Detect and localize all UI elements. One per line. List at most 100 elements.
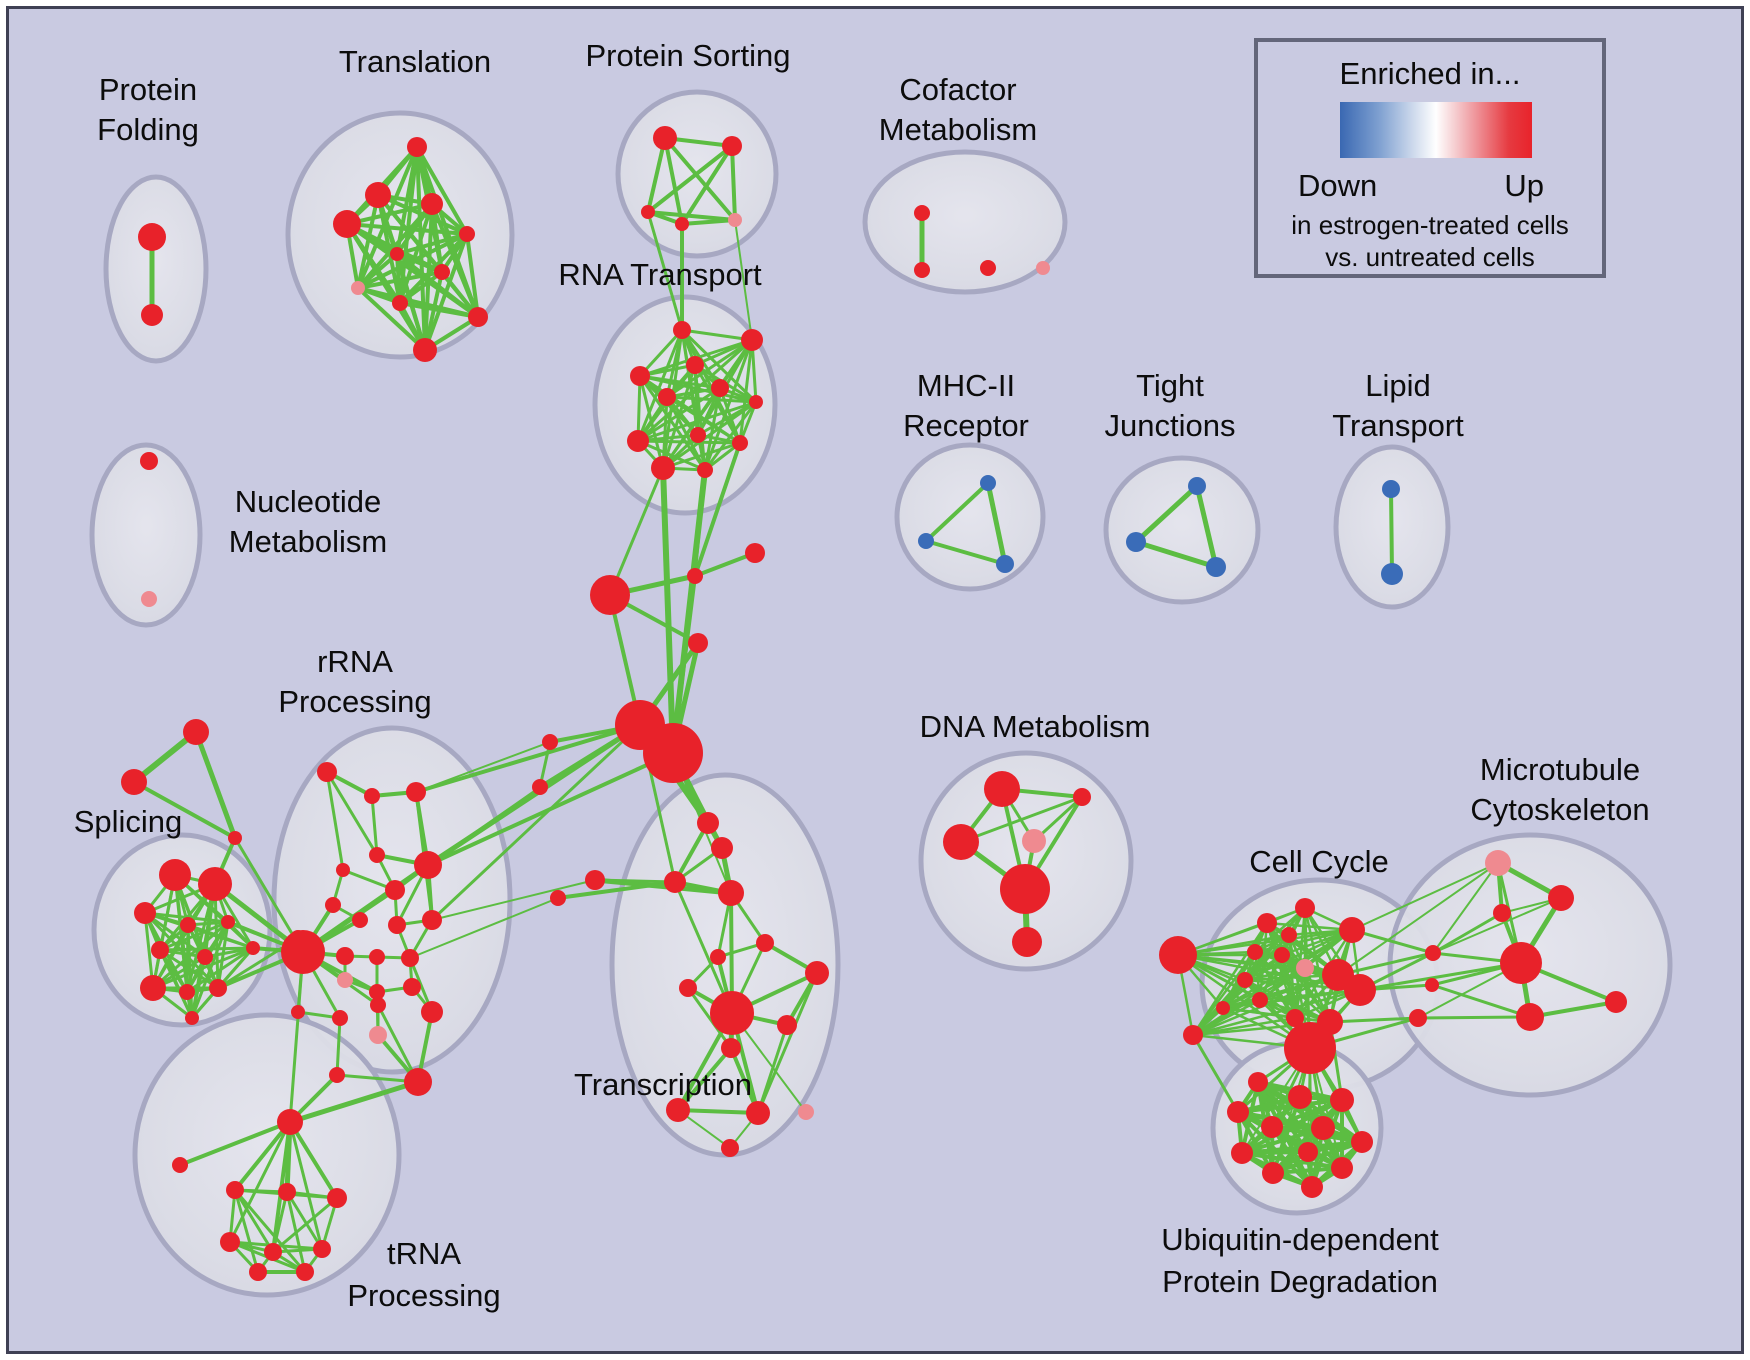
gene-set-node-cc-0[interactable] [1159,936,1197,974]
gene-set-node-ub-10[interactable] [1331,1157,1353,1179]
gene-set-node-cc-9[interactable] [1344,974,1376,1006]
gene-set-node-tx-12[interactable] [746,1101,770,1125]
gene-set-node-cf-2[interactable] [980,260,996,276]
gene-set-node-ub-7[interactable] [1231,1142,1253,1164]
gene-set-node-rt-4[interactable] [658,388,676,406]
gene-set-node-rr-16[interactable] [337,972,353,988]
gene-set-node-rr-10[interactable] [422,910,442,930]
gene-set-node-ps-3[interactable] [675,217,689,231]
gene-set-node-tr-6[interactable] [434,264,450,280]
gene-set-node-mc-6[interactable] [1425,945,1441,961]
gene-set-node-tr-2[interactable] [333,210,361,238]
gene-set-node-rr-19[interactable] [332,1010,348,1026]
gene-set-node-ps-4[interactable] [728,213,742,227]
gene-set-node-dm-3[interactable] [1022,829,1046,853]
gene-set-node-sp-2[interactable] [134,902,156,924]
gene-set-node-rr-2[interactable] [406,782,426,802]
gene-set-node-dm-4[interactable] [1000,864,1050,914]
gene-set-node-cf-3[interactable] [1036,261,1050,275]
gene-set-node-rt-0[interactable] [673,321,691,339]
gene-set-node-tn-7[interactable] [313,1240,331,1258]
gene-set-node-rt-6[interactable] [749,395,763,409]
gene-set-node-cn-1[interactable] [121,769,147,795]
gene-set-node-mc-8[interactable] [1409,1009,1427,1027]
gene-set-node-tx-13[interactable] [798,1104,814,1120]
gene-set-node-cc-2[interactable] [1257,913,1277,933]
gene-set-node-rt-2[interactable] [630,366,650,386]
gene-set-node-ub-1[interactable] [1288,1085,1312,1109]
gene-set-node-tj-2[interactable] [1206,557,1226,577]
gene-set-node-rr-4[interactable] [336,863,350,877]
gene-set-node-ub-9[interactable] [1298,1142,1318,1162]
gene-set-node-tx-5[interactable] [710,949,726,965]
gene-set-node-mc-5[interactable] [1605,991,1627,1013]
gene-set-node-tx-3[interactable] [718,880,744,906]
gene-set-node-sp-11[interactable] [185,1011,199,1025]
gene-set-node-tx-4[interactable] [756,934,774,952]
gene-set-node-rr-23[interactable] [329,1067,345,1083]
gene-set-node-tn-6[interactable] [264,1243,282,1261]
gene-set-node-tn-1[interactable] [172,1157,188,1173]
gene-set-node-tn-3[interactable] [278,1183,296,1201]
gene-set-node-nm-1[interactable] [141,591,157,607]
gene-set-node-cn-5[interactable] [745,543,765,563]
gene-set-node-rt-7[interactable] [627,430,649,452]
gene-set-node-cc-10[interactable] [1237,972,1253,988]
gene-set-node-tr-0[interactable] [407,137,427,157]
gene-set-node-sp-4[interactable] [221,915,235,929]
gene-set-node-rr-0[interactable] [317,762,337,782]
gene-set-node-cc-7[interactable] [1296,959,1314,977]
gene-set-node-cn-3[interactable] [590,575,630,615]
gene-set-node-rr-25[interactable] [291,1005,305,1019]
gene-set-node-cc-15[interactable] [1284,1022,1336,1074]
gene-set-node-rr-14[interactable] [369,949,385,965]
gene-set-node-cn-4[interactable] [687,568,703,584]
gene-set-node-ub-8[interactable] [1262,1162,1284,1184]
gene-set-node-sp-1[interactable] [198,867,232,901]
gene-set-node-rr-24[interactable] [404,1068,432,1096]
gene-set-node-tj-1[interactable] [1126,532,1146,552]
gene-set-node-rt-8[interactable] [690,427,706,443]
gene-set-node-sp-5[interactable] [151,941,169,959]
gene-set-node-tr-1[interactable] [365,182,391,208]
gene-set-node-dm-5[interactable] [1012,927,1042,957]
gene-set-node-cn-12[interactable] [585,870,605,890]
gene-set-node-tx-2[interactable] [664,871,686,893]
gene-set-node-cc-14[interactable] [1216,1001,1230,1015]
gene-set-node-sp-3[interactable] [180,917,196,933]
gene-set-node-tr-3[interactable] [421,193,443,215]
gene-set-node-cc-11[interactable] [1252,992,1268,1008]
gene-set-node-ub-2[interactable] [1330,1088,1354,1112]
gene-set-node-rr-5[interactable] [414,851,442,879]
gene-set-node-rt-9[interactable] [732,435,748,451]
gene-set-node-tx-0[interactable] [697,812,719,834]
gene-set-node-ub-6[interactable] [1351,1131,1373,1153]
gene-set-node-sp-6[interactable] [197,949,213,965]
gene-set-node-mc-4[interactable] [1516,1003,1544,1031]
gene-set-node-mc-1[interactable] [1548,885,1574,911]
gene-set-node-ub-4[interactable] [1261,1116,1283,1138]
gene-set-node-cc-1[interactable] [1183,1025,1203,1045]
gene-set-node-sp-10[interactable] [209,979,227,997]
gene-set-node-ps-1[interactable] [722,136,742,156]
gene-set-node-cc-3[interactable] [1295,898,1315,918]
gene-set-node-ub-3[interactable] [1227,1101,1249,1123]
gene-set-node-cc-5[interactable] [1247,944,1263,960]
gene-set-node-cf-1[interactable] [914,262,930,278]
gene-set-node-rt-3[interactable] [686,356,704,374]
gene-set-node-cn-10[interactable] [532,779,548,795]
gene-set-node-tn-8[interactable] [249,1263,267,1281]
gene-set-node-tx-6[interactable] [679,979,697,997]
gene-set-node-ps-0[interactable] [653,126,677,150]
gene-set-node-cn-2[interactable] [228,831,242,845]
gene-set-node-rr-20[interactable] [370,997,386,1013]
gene-set-node-cn-6[interactable] [688,633,708,653]
gene-set-node-rr-1[interactable] [364,788,380,804]
gene-set-node-dm-0[interactable] [984,771,1020,807]
gene-set-node-mh-0[interactable] [980,475,996,491]
gene-set-node-mh-2[interactable] [996,555,1014,573]
gene-set-node-tn-5[interactable] [220,1232,240,1252]
gene-set-node-rt-11[interactable] [697,462,713,478]
gene-set-node-mh-1[interactable] [918,533,934,549]
gene-set-node-cc-12[interactable] [1286,1009,1304,1027]
